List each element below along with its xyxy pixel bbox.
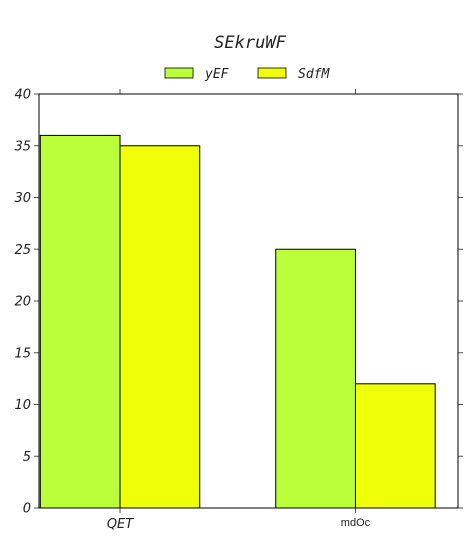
bar-mdoc-yef: [275, 248, 356, 509]
legend: yEF SdfM: [164, 67, 330, 82]
legend-label-sdfm: SdfM: [298, 67, 330, 82]
x-axis: QET mdOc: [107, 517, 371, 532]
y-axis: 0 5 10 15 20 25 30 35 40: [14, 88, 31, 517]
chart-title: SEkruWF: [214, 33, 286, 53]
legend-label-yef: yEF: [204, 67, 230, 82]
bar-mdoc-sdfm: [354, 383, 436, 509]
y-tick-label-0: 0: [23, 502, 31, 517]
x-tick-label-mdoc: mdOc: [341, 517, 371, 529]
y-tick-label-15: 15: [14, 346, 31, 361]
bar-qet-yef: [39, 134, 121, 509]
y-tick-label-5: 5: [23, 450, 31, 465]
y-tick-label-40: 40: [14, 88, 31, 103]
y-tick-label-35: 35: [14, 139, 31, 154]
legend-swatch-yef: [164, 67, 194, 79]
y-tick-label-20: 20: [14, 295, 31, 310]
x-tick-label-qet: QET: [107, 517, 134, 532]
y-tick-label-30: 30: [14, 191, 31, 206]
y-tick-label-25: 25: [14, 243, 31, 258]
bars: [39, 134, 436, 509]
bar-qet-sdfm: [119, 145, 201, 509]
axis-ticks: [34, 89, 463, 513]
legend-swatch-sdfm: [257, 67, 287, 79]
plot-frame: [38, 93, 459, 509]
y-tick-label-10: 10: [14, 398, 31, 413]
